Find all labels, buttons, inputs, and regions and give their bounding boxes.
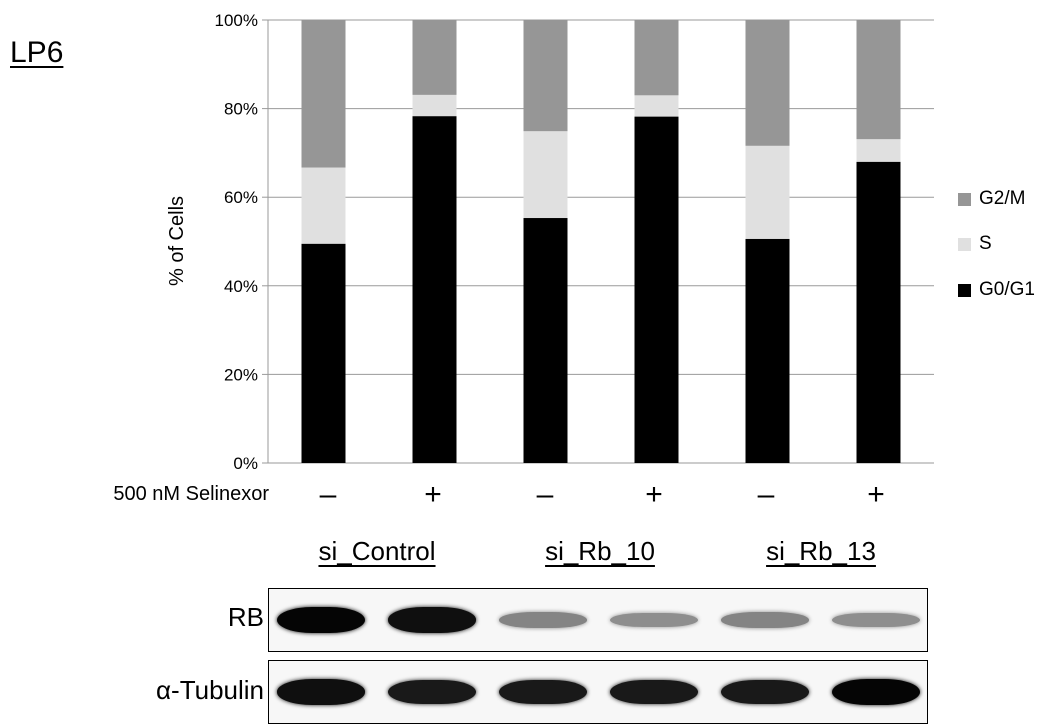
legend-item-s: S	[958, 233, 992, 255]
bar-segment-g2m	[634, 20, 679, 96]
bar-segment-s	[745, 145, 790, 239]
bar-segment-g2m	[523, 20, 568, 132]
legend-item-g0g1: G0/G1	[958, 279, 1035, 301]
bar-segment-g0g1	[523, 218, 568, 463]
legend-label-s: S	[979, 233, 992, 254]
blot-band	[276, 679, 365, 705]
treatment-sign: –	[536, 478, 554, 511]
western-blot-rb	[268, 588, 928, 652]
blot-label-rb: RB	[227, 602, 264, 632]
legend-swatch-g2m	[958, 192, 971, 206]
y-tick-label: 20%	[224, 365, 258, 384]
treatment-sign: +	[645, 478, 663, 511]
bar-segment-s	[412, 94, 457, 117]
blot-label-tubulin: α-Tubulin	[156, 675, 264, 705]
bar-segment-g0g1	[745, 238, 790, 463]
group-label-si-control: si_Control	[318, 536, 436, 566]
bar-segment-s	[301, 167, 346, 244]
treatment-sign: –	[757, 478, 775, 511]
treatment-sign: –	[319, 478, 337, 511]
blot-band	[720, 679, 809, 705]
blot-band	[276, 607, 365, 633]
legend-label-g0g1: G0/G1	[979, 279, 1035, 300]
bar-segment-g2m	[301, 20, 346, 168]
bar-segment-s	[634, 95, 679, 117]
bar-segment-g2m	[745, 20, 790, 146]
blot-band	[387, 679, 476, 705]
panel-label: LP6	[10, 36, 64, 69]
y-tick-label: 100%	[215, 11, 258, 30]
y-tick-label: 60%	[224, 188, 258, 207]
legend-swatch-s	[958, 237, 971, 251]
bar-segment-s	[523, 131, 568, 219]
blot-band	[609, 679, 698, 705]
y-axis-label: % of Cells	[166, 196, 188, 286]
western-blot-tubulin	[268, 660, 928, 724]
treatment-sign: +	[424, 478, 442, 511]
bar-segment-g2m	[412, 20, 457, 95]
blot-band	[387, 607, 476, 633]
treatment-sign: +	[867, 478, 885, 511]
legend-label-g2m: G2/M	[979, 188, 1026, 209]
bar-segment-g0g1	[856, 161, 901, 463]
bar-segment-g2m	[856, 20, 901, 140]
blot-band	[498, 612, 587, 628]
bar-segment-g0g1	[301, 243, 346, 463]
blot-band	[720, 612, 809, 628]
y-tick-label: 40%	[224, 277, 258, 296]
group-label-si-rb-10: si_Rb_10	[545, 536, 655, 566]
bar-segment-s	[856, 139, 901, 162]
blot-band	[609, 612, 698, 628]
blot-band	[831, 612, 920, 628]
bar-segment-g0g1	[634, 116, 679, 463]
blot-band	[831, 679, 920, 705]
y-tick-label: 80%	[224, 100, 258, 119]
treatment-label: 500 nM Selinexor	[113, 483, 269, 505]
legend-swatch-g0g1	[958, 283, 971, 297]
legend-item-g2m: G2/M	[958, 188, 1025, 210]
bar-segment-g0g1	[412, 116, 457, 464]
group-label-si-rb-13: si_Rb_13	[766, 536, 876, 566]
blot-band	[498, 679, 587, 705]
y-tick-label: 0%	[233, 454, 258, 473]
